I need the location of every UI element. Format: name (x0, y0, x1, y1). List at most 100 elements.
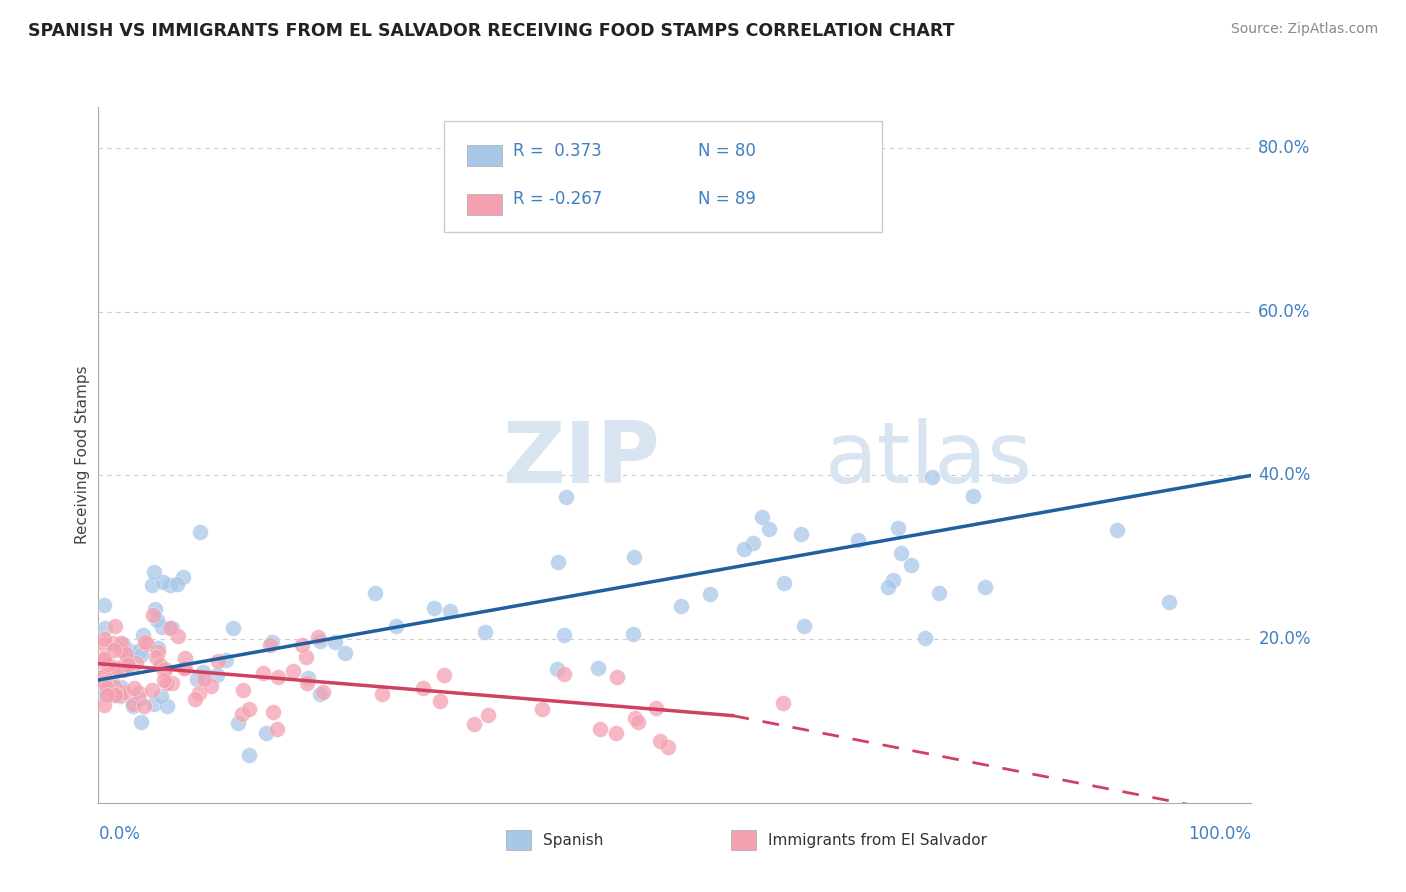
Point (115, 647, 138, 661)
Point (252, 665, 274, 680)
Point (772, 696, 794, 710)
Point (159, 621, 181, 635)
Point (671, 599, 693, 614)
Text: N = 89: N = 89 (697, 190, 756, 208)
Point (887, 520, 910, 534)
Point (172, 570, 194, 584)
Point (751, 510, 773, 524)
Text: 100.0%: 100.0% (1188, 825, 1251, 843)
Point (103, 662, 125, 676)
Text: 0.0%: 0.0% (98, 825, 141, 843)
Point (291, 638, 314, 652)
Point (624, 711, 647, 725)
Point (231, 707, 253, 722)
Point (586, 661, 609, 675)
Point (156, 676, 179, 690)
Point (193, 665, 215, 680)
Point (186, 672, 208, 686)
Point (335, 646, 357, 660)
Point (110, 681, 132, 695)
Point (143, 602, 166, 616)
Point (207, 654, 229, 668)
Point (308, 634, 330, 648)
Point (385, 619, 408, 633)
Point (104, 688, 127, 702)
Point (758, 522, 780, 536)
Point (149, 658, 172, 673)
Point (174, 660, 197, 674)
Point (200, 680, 222, 694)
Point (105, 661, 128, 675)
Point (238, 748, 260, 763)
Point (547, 555, 569, 569)
Point (122, 681, 145, 695)
Point (962, 490, 984, 504)
Text: R =  0.373: R = 0.373 (513, 142, 602, 160)
Point (156, 699, 179, 714)
Point (657, 740, 679, 755)
Point (890, 546, 912, 560)
Point (190, 525, 212, 540)
Point (93, 678, 115, 692)
Point (131, 627, 153, 641)
Point (323, 635, 346, 649)
Point (877, 580, 900, 594)
Point (93, 621, 115, 635)
Point (108, 689, 131, 703)
Point (184, 691, 207, 706)
Point (606, 671, 628, 685)
Point (423, 601, 446, 615)
Point (193, 672, 215, 686)
Point (93, 668, 115, 682)
Point (627, 714, 650, 729)
Point (103, 680, 125, 694)
Point (93, 652, 115, 666)
Point (93, 668, 115, 682)
Text: R = -0.267: R = -0.267 (513, 190, 603, 208)
Point (173, 661, 195, 675)
Point (295, 675, 318, 690)
Point (312, 685, 335, 699)
Point (104, 689, 127, 703)
Text: 60.0%: 60.0% (1258, 302, 1310, 321)
Text: ZIP: ZIP (502, 417, 659, 500)
Point (267, 670, 290, 684)
Point (699, 587, 721, 601)
Point (553, 666, 575, 681)
Point (142, 697, 165, 711)
Point (463, 717, 485, 731)
Point (281, 664, 304, 678)
Point (93, 650, 115, 665)
Point (153, 673, 176, 687)
Point (112, 685, 135, 699)
Text: N = 80: N = 80 (697, 142, 756, 160)
Point (259, 638, 281, 652)
Point (232, 683, 254, 698)
Point (645, 701, 668, 715)
Point (266, 722, 288, 736)
Point (94, 689, 117, 703)
Y-axis label: Receiving Food Stamps: Receiving Food Stamps (75, 366, 90, 544)
Point (921, 469, 943, 483)
Point (742, 536, 765, 550)
Point (166, 577, 188, 591)
Point (97, 657, 120, 671)
Point (1107, 523, 1129, 537)
Point (166, 629, 188, 643)
Text: 80.0%: 80.0% (1258, 139, 1310, 157)
Point (160, 621, 183, 635)
Point (159, 578, 181, 592)
Point (146, 645, 169, 659)
Point (141, 683, 163, 698)
Point (96, 681, 118, 696)
Point (145, 613, 167, 627)
Point (118, 643, 141, 657)
Point (150, 619, 173, 633)
Point (650, 734, 672, 748)
Point (129, 648, 152, 663)
Point (294, 650, 316, 665)
Point (129, 643, 152, 657)
Point (101, 636, 124, 650)
Point (94, 684, 117, 698)
Point (110, 643, 132, 657)
